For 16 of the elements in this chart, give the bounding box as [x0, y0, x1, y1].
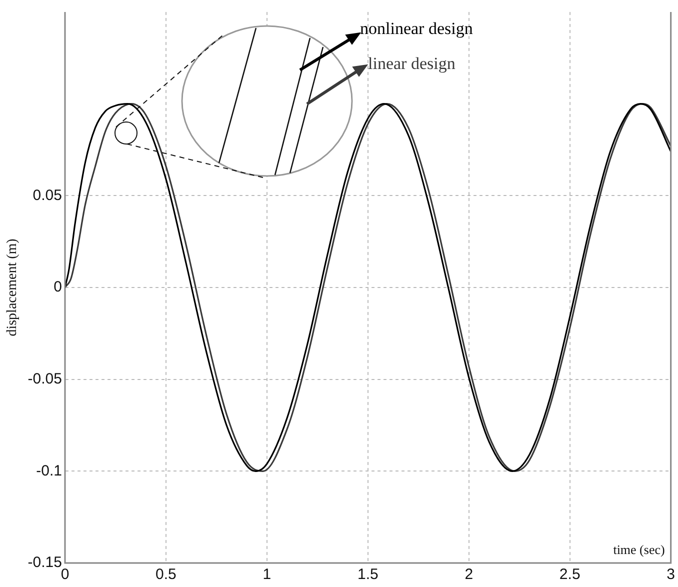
x-axis-title: time (sec) [613, 542, 665, 557]
y-tick-label: -0.15 [28, 554, 62, 572]
legend-label: linear design [368, 54, 456, 74]
y-tick-label: 0 [54, 278, 62, 296]
x-tick-label: 2 [464, 566, 474, 584]
legend-label: nonlinear design [360, 19, 473, 39]
line-series [64, 103, 671, 472]
y-tick-label: -0.05 [28, 370, 62, 388]
x-tick-label: 3 [666, 566, 675, 584]
x-tick-label: 1.5 [357, 566, 378, 584]
y-tick-label: 0.05 [32, 186, 62, 204]
y-axis-title: displacement (m) [5, 238, 20, 336]
x-tick-label: 2.5 [559, 566, 580, 584]
x-tick-label: 0.5 [156, 566, 176, 584]
x-tick-label: 1 [262, 566, 272, 584]
y-tick-label: -0.1 [36, 462, 62, 480]
